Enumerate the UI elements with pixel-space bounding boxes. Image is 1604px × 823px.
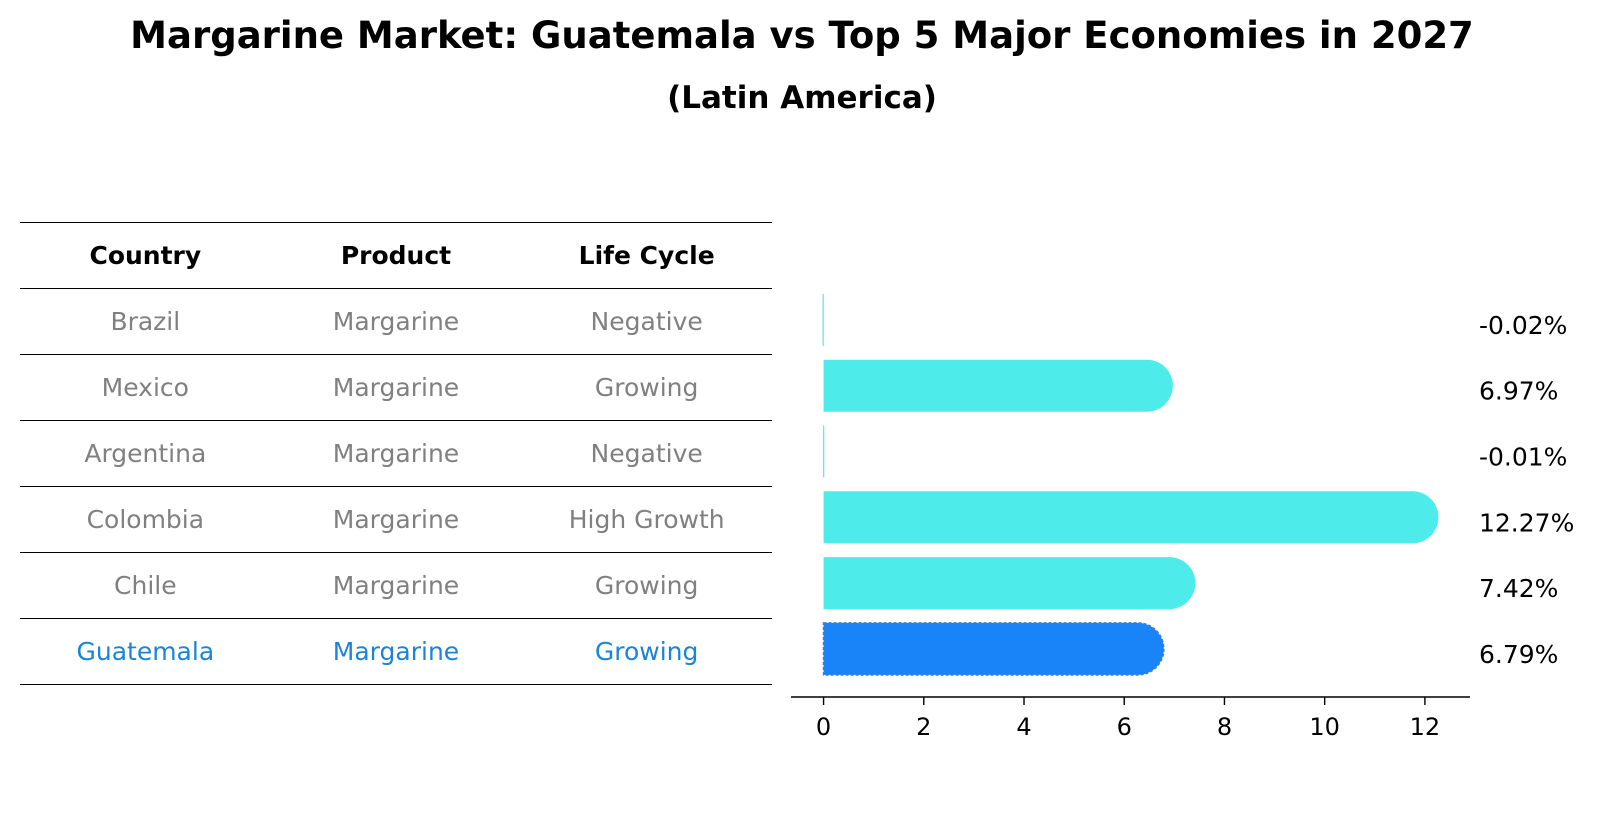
value-label: -0.01% <box>1479 443 1567 472</box>
cell-product: Margarine <box>270 288 522 355</box>
cell-product: Margarine <box>270 420 522 487</box>
x-tick-label: 12 <box>1410 713 1441 741</box>
value-label: 12.27% <box>1479 508 1574 537</box>
cell-life-cycle: Growing <box>521 552 772 619</box>
table-row-highlighted: Guatemala Margarine Growing <box>20 618 772 685</box>
cell-life-cycle: Negative <box>521 420 772 487</box>
value-label: 7.42% <box>1479 574 1558 603</box>
table-row: Mexico Margarine Growing <box>20 354 772 421</box>
bar-argentina <box>823 425 825 478</box>
cell-country: Argentina <box>20 420 271 487</box>
cell-country: Chile <box>20 552 271 619</box>
chart-subtitle: (Latin America) <box>667 80 937 116</box>
x-tick-label: 2 <box>916 713 931 741</box>
cell-product: Margarine <box>270 552 522 619</box>
cell-life-cycle: Growing <box>521 618 772 685</box>
column-header-life-cycle: Life Cycle <box>521 222 772 289</box>
table-row: Brazil Margarine Negative <box>20 288 772 355</box>
chart-title: Margarine Market: Guatemala vs Top 5 Maj… <box>130 14 1474 57</box>
table-row: Chile Margarine Growing <box>20 552 772 619</box>
cell-life-cycle: Negative <box>521 288 772 355</box>
bar-brazil <box>822 293 824 346</box>
table-row: Colombia Margarine High Growth <box>20 486 772 553</box>
x-tick-label: 10 <box>1309 713 1340 741</box>
cell-product: Margarine <box>270 618 522 685</box>
column-header-country: Country <box>20 222 271 289</box>
cell-country: Brazil <box>20 288 271 355</box>
bar-guatemala <box>822 622 1165 676</box>
x-tick-label: 8 <box>1217 713 1232 741</box>
value-label: 6.97% <box>1479 377 1558 406</box>
table-header-row: Country Product Life Cycle <box>20 222 772 289</box>
bar-colombia <box>823 491 1439 544</box>
cell-country: Mexico <box>20 354 271 421</box>
cell-country: Guatemala <box>20 618 271 685</box>
value-label: -0.02% <box>1479 311 1567 340</box>
bar-chile <box>823 557 1196 610</box>
cell-country: Colombia <box>20 486 271 553</box>
value-label: 6.79% <box>1479 640 1558 669</box>
cell-product: Margarine <box>270 354 522 421</box>
cell-product: Margarine <box>270 486 522 553</box>
cell-life-cycle: Growing <box>521 354 772 421</box>
bar-mexico <box>823 359 1173 412</box>
cell-life-cycle: High Growth <box>521 486 772 553</box>
x-tick-label: 4 <box>1016 713 1031 741</box>
table-row: Argentina Margarine Negative <box>20 420 772 487</box>
x-tick-label: 6 <box>1117 713 1132 741</box>
country-table: Country Product Life Cycle Brazil Margar… <box>20 222 772 685</box>
column-header-product: Product <box>270 222 522 289</box>
x-tick-label: 0 <box>816 713 831 741</box>
